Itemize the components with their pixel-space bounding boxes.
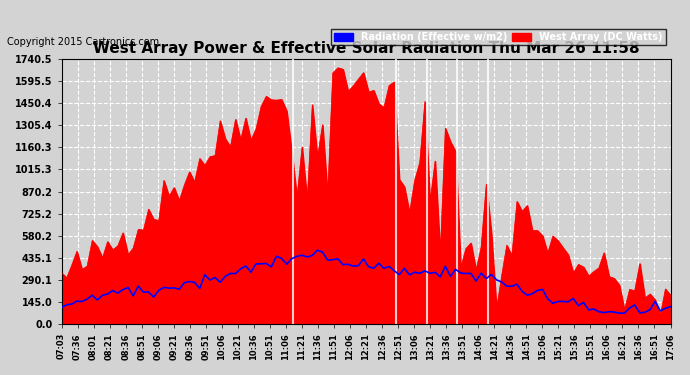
Legend: Radiation (Effective w/m2), West Array (DC Watts): Radiation (Effective w/m2), West Array (…	[331, 29, 666, 45]
Title: West Array Power & Effective Solar Radiation Thu Mar 26 11:58: West Array Power & Effective Solar Radia…	[92, 41, 640, 56]
Text: Copyright 2015 Cartronics.com: Copyright 2015 Cartronics.com	[7, 37, 159, 47]
